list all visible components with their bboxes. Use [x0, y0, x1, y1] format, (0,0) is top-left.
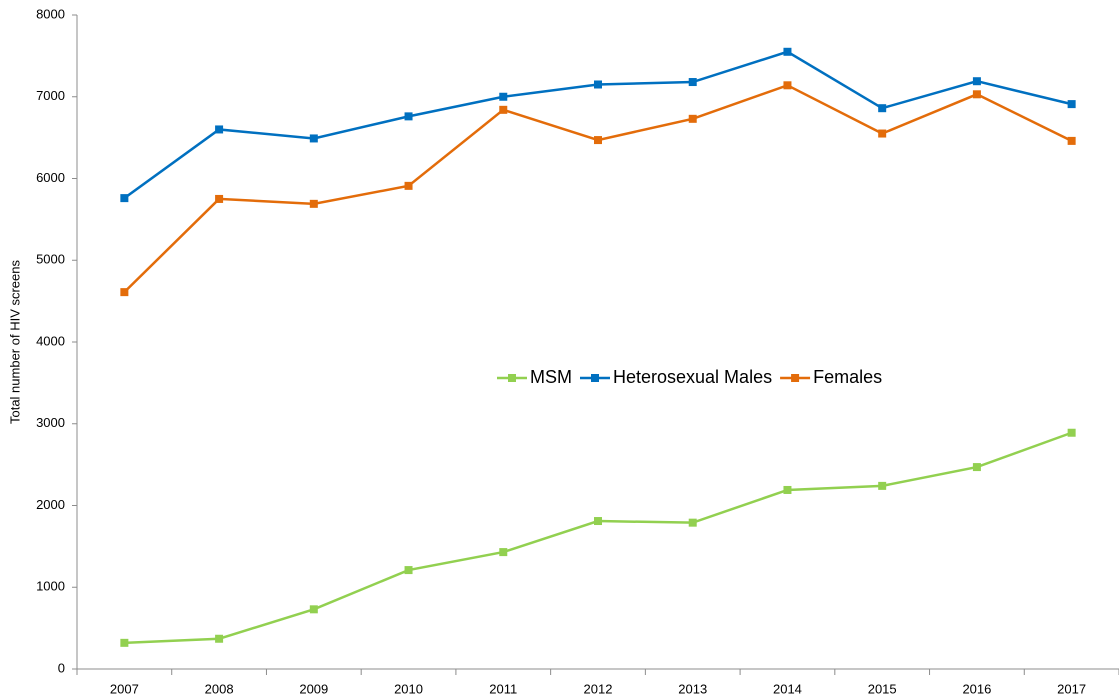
- marker: [594, 80, 602, 89]
- y-tick-label: 8000: [36, 6, 65, 21]
- x-tick-label: 2014: [773, 681, 802, 696]
- y-tick-label: 7000: [36, 88, 65, 103]
- y-tick-label: 0: [58, 660, 65, 675]
- marker: [783, 485, 792, 494]
- marker: [1067, 428, 1076, 437]
- marker: [215, 634, 224, 643]
- x-tick-label: 2012: [584, 681, 613, 696]
- marker: [1067, 136, 1076, 145]
- y-tick-label: 4000: [36, 333, 65, 348]
- series-line: [124, 431, 1073, 645]
- legend: MSM Heterosexual Males Females: [497, 367, 882, 387]
- marker: [404, 181, 413, 190]
- y-tick-label: 2000: [36, 497, 65, 512]
- marker: [499, 92, 508, 101]
- marker: [688, 114, 697, 123]
- y-tick-label: 1000: [36, 579, 65, 594]
- x-tick-label: 2013: [678, 681, 707, 696]
- marker: [309, 199, 318, 208]
- series-line: [123, 83, 1073, 294]
- legend-swatch: [508, 374, 516, 382]
- marker: [878, 129, 887, 138]
- marker: [878, 481, 887, 490]
- y-tick-label: 5000: [36, 252, 65, 267]
- x-tick-label: 2015: [868, 681, 897, 696]
- y-axis-label: Total number of HIV screens: [7, 259, 22, 424]
- x-tick-label: 2010: [394, 681, 423, 696]
- marker: [594, 517, 602, 526]
- marker: [972, 77, 981, 86]
- legend-label: Heterosexual Males: [613, 367, 772, 387]
- x-tick-label: 2009: [299, 681, 328, 696]
- legend-label: Females: [813, 367, 882, 387]
- marker: [972, 90, 981, 99]
- marker: [120, 638, 129, 647]
- marker: [688, 518, 697, 527]
- marker: [120, 288, 129, 297]
- series-line: [123, 50, 1072, 200]
- marker: [688, 78, 697, 87]
- marker: [499, 548, 508, 557]
- x-tick-label: 2017: [1057, 681, 1086, 696]
- legend-swatch: [591, 374, 599, 382]
- marker: [215, 125, 224, 134]
- x-tick-label: 2008: [205, 681, 234, 696]
- marker: [215, 194, 224, 203]
- marker: [309, 134, 318, 143]
- marker: [499, 105, 508, 114]
- x-tick-label: 2016: [962, 681, 991, 696]
- marker: [783, 81, 792, 90]
- y-tick-label: 3000: [36, 415, 65, 430]
- marker: [1067, 100, 1076, 109]
- y-tick-label: 6000: [36, 170, 65, 185]
- marker: [972, 463, 981, 472]
- marker: [404, 566, 413, 575]
- marker: [594, 136, 602, 145]
- marker: [783, 47, 792, 56]
- marker: [878, 104, 887, 113]
- legend-swatch: [791, 374, 800, 382]
- x-tick-label: 2007: [110, 681, 139, 696]
- marker: [309, 605, 318, 614]
- marker: [120, 194, 129, 203]
- marker: [404, 112, 413, 121]
- legend-label: MSM: [530, 367, 572, 387]
- x-tick-label: 2011: [489, 681, 517, 696]
